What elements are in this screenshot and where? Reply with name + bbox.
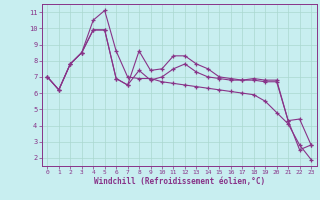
X-axis label: Windchill (Refroidissement éolien,°C): Windchill (Refroidissement éolien,°C) (94, 177, 265, 186)
